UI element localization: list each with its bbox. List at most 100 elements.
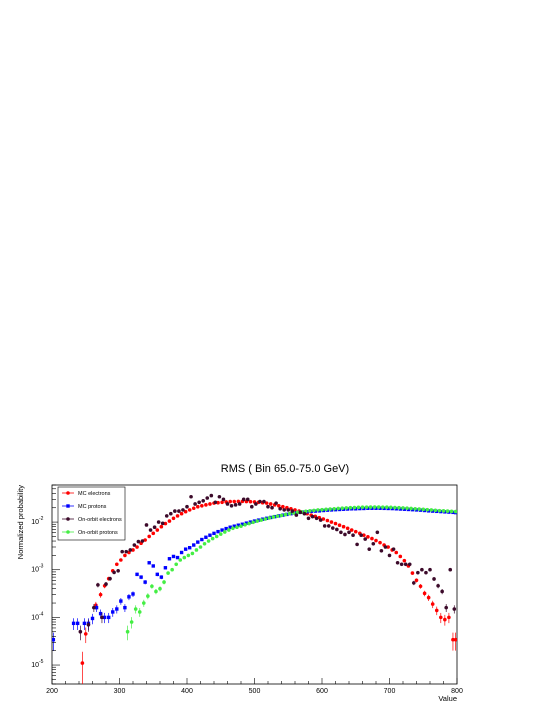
data-point — [78, 629, 83, 634]
data-point — [206, 539, 211, 543]
data-point — [170, 567, 174, 572]
data-point — [278, 506, 282, 511]
data-point — [254, 502, 258, 506]
data-point — [175, 555, 180, 560]
data-point — [277, 503, 281, 508]
data-point — [306, 516, 311, 521]
data-point — [71, 621, 76, 626]
legend: MC electrons MC protons On-orbit electrons… — [57, 486, 126, 541]
x-tick-label: 400 — [181, 688, 193, 695]
data-point — [216, 500, 220, 505]
data-point — [111, 610, 115, 614]
data-point — [120, 549, 124, 554]
data-point — [196, 504, 200, 509]
data-point — [190, 551, 195, 556]
data-point — [158, 586, 162, 591]
data-point — [398, 507, 402, 511]
data-point — [430, 602, 435, 606]
data-point — [136, 539, 141, 544]
data-point — [325, 518, 330, 523]
data-point — [441, 509, 446, 513]
data-point — [228, 525, 232, 529]
data-point — [363, 537, 368, 541]
data-point — [393, 505, 397, 510]
data-point — [146, 594, 150, 598]
data-point — [403, 562, 408, 567]
data-point — [251, 520, 255, 525]
data-point — [416, 570, 420, 575]
data-point — [448, 567, 453, 572]
data-point — [204, 535, 208, 539]
data-point — [444, 605, 449, 610]
data-point — [331, 526, 335, 530]
data-point — [293, 508, 297, 512]
data-point — [123, 553, 127, 558]
data-point — [150, 584, 154, 589]
data-point — [380, 505, 385, 509]
data-point — [279, 513, 284, 518]
data-point — [353, 529, 358, 534]
data-point — [119, 558, 123, 562]
data-point — [162, 580, 166, 584]
data-point — [208, 533, 212, 537]
data-point — [177, 509, 181, 513]
data-point — [426, 595, 431, 600]
data-point — [432, 577, 436, 581]
data-point — [220, 500, 224, 505]
data-point — [228, 499, 232, 504]
data-point — [362, 506, 366, 511]
data-point — [200, 503, 204, 508]
data-point — [139, 575, 143, 579]
data-point — [356, 505, 361, 510]
data-point — [343, 532, 347, 537]
data-point — [328, 507, 332, 511]
data-point — [209, 493, 214, 498]
data-point — [425, 507, 430, 512]
data-point — [376, 505, 381, 509]
data-point — [205, 496, 210, 500]
data-point — [391, 547, 396, 551]
data-point — [437, 508, 442, 513]
data-point — [100, 615, 104, 620]
data-point — [252, 519, 257, 523]
data-point — [173, 509, 177, 513]
data-point — [221, 497, 226, 502]
data-point — [112, 570, 116, 575]
data-point — [183, 547, 188, 551]
data-point — [90, 616, 95, 621]
x-axis-label: Value — [438, 694, 457, 703]
data-point — [250, 504, 254, 509]
data-point — [421, 507, 426, 512]
data-point — [167, 557, 172, 561]
data-point — [241, 497, 246, 502]
series-on-orbit-protons — [125, 505, 457, 641]
y-tick-exponent: -2 — [39, 516, 44, 522]
data-point — [171, 516, 176, 521]
data-point — [189, 494, 193, 499]
data-point — [341, 524, 346, 529]
legend-marker — [66, 530, 70, 534]
legend-label: On-orbit electrons — [78, 517, 122, 523]
data-point — [344, 506, 349, 510]
data-point — [115, 607, 119, 611]
data-point — [119, 599, 123, 603]
data-point — [159, 575, 164, 579]
data-point — [137, 610, 142, 614]
data-point — [133, 607, 138, 611]
data-point — [402, 507, 407, 511]
data-point — [362, 533, 366, 538]
data-point — [335, 527, 339, 532]
data-point — [429, 508, 434, 512]
series-on-orbit-electrons — [78, 493, 457, 641]
data-point — [287, 511, 292, 516]
data-point — [337, 523, 342, 528]
data-point — [360, 505, 365, 510]
data-point — [370, 536, 374, 541]
x-tick-label: 600 — [316, 688, 328, 695]
data-point — [290, 509, 295, 513]
data-point — [143, 538, 147, 542]
data-point — [294, 513, 299, 517]
data-point — [359, 533, 363, 538]
data-point — [275, 514, 280, 518]
x-axis: 200 300 400 500 600 700 800 — [46, 678, 463, 695]
